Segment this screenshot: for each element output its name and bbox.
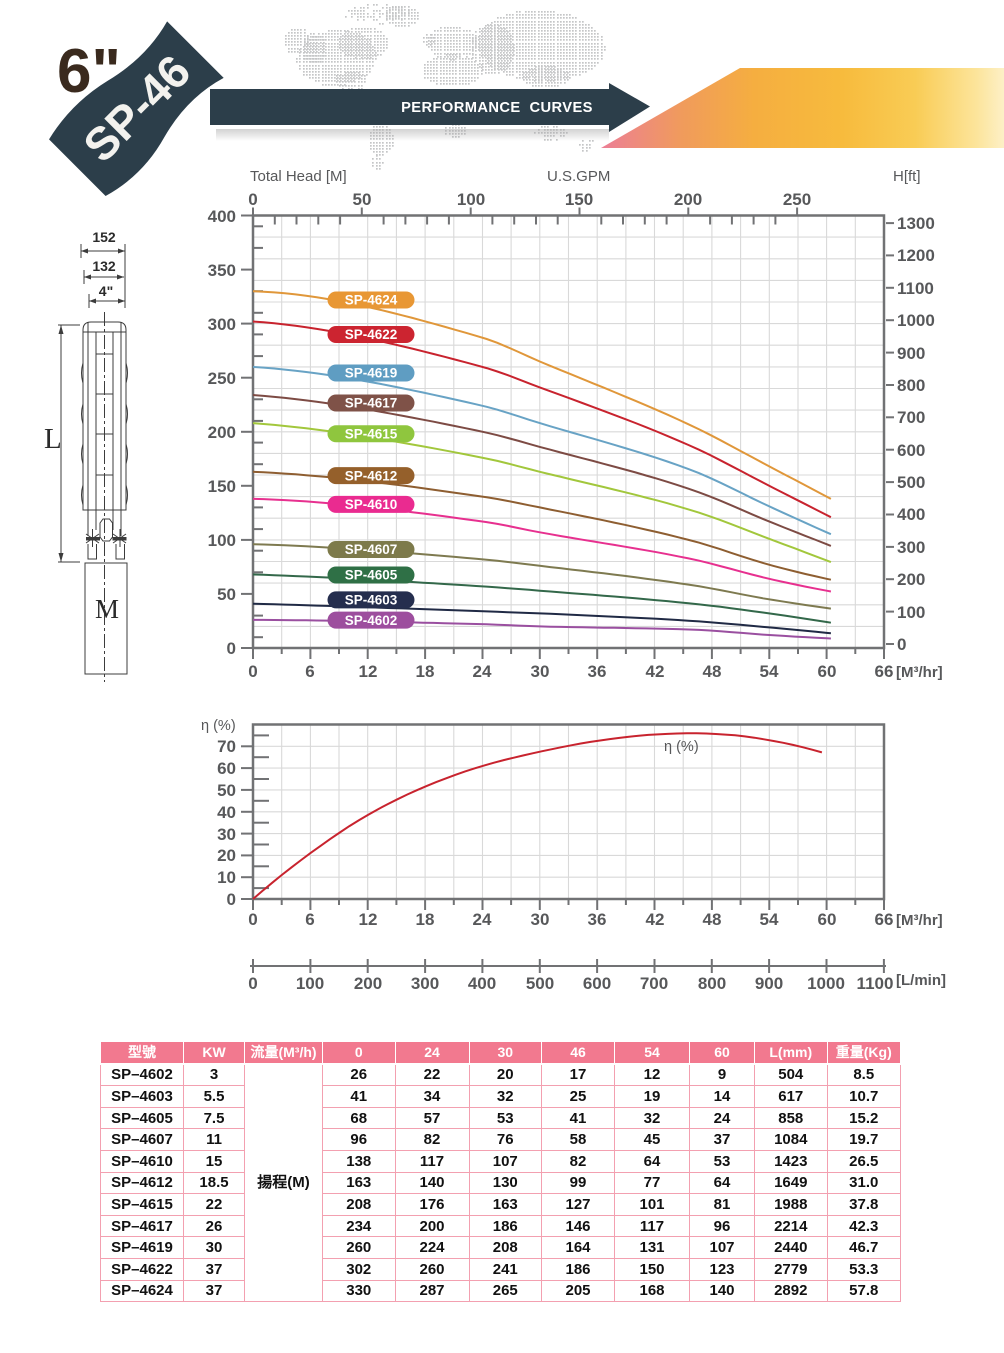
svg-text:54: 54 [760, 910, 779, 929]
svg-text:60: 60 [217, 759, 236, 778]
svg-text:40: 40 [217, 803, 236, 822]
svg-text:60: 60 [818, 662, 837, 681]
svg-text:SP-4617: SP-4617 [345, 396, 398, 411]
svg-text:66: 66 [875, 662, 894, 681]
svg-text:42: 42 [646, 662, 665, 681]
svg-text:1000: 1000 [897, 311, 935, 330]
svg-text:42: 42 [646, 910, 665, 929]
svg-text:300: 300 [411, 974, 439, 993]
svg-text:0: 0 [248, 662, 257, 681]
svg-text:1100: 1100 [897, 279, 934, 298]
svg-text:30: 30 [531, 662, 550, 681]
svg-text:SP-4622: SP-4622 [345, 327, 398, 342]
svg-text:250: 250 [783, 190, 811, 209]
svg-text:700: 700 [897, 408, 925, 427]
svg-text:150: 150 [565, 190, 593, 209]
svg-text:SP-4607: SP-4607 [345, 542, 398, 557]
svg-text:50: 50 [217, 585, 236, 604]
svg-text:50: 50 [217, 781, 236, 800]
svg-text:0: 0 [248, 190, 257, 209]
svg-text:48: 48 [703, 910, 722, 929]
svg-text:500: 500 [897, 473, 925, 492]
svg-text:6: 6 [305, 910, 314, 929]
svg-text:800: 800 [698, 974, 726, 993]
svg-text:SP-4602: SP-4602 [345, 613, 398, 628]
svg-text:[M³/hr]: [M³/hr] [896, 912, 943, 929]
svg-text:36: 36 [588, 662, 607, 681]
svg-text:600: 600 [897, 441, 925, 460]
svg-text:12: 12 [359, 910, 378, 929]
svg-text:132: 132 [92, 258, 116, 274]
svg-text:0: 0 [248, 910, 257, 929]
svg-text:100: 100 [457, 190, 485, 209]
svg-text:6: 6 [305, 662, 314, 681]
svg-text:η (%): η (%) [201, 718, 236, 734]
svg-text:6": 6" [57, 37, 121, 106]
svg-text:10: 10 [217, 868, 236, 887]
svg-text:250: 250 [208, 369, 236, 388]
svg-text:70: 70 [217, 737, 236, 756]
svg-text:η (%): η (%) [664, 739, 699, 755]
svg-text:48: 48 [703, 662, 722, 681]
svg-text:900: 900 [897, 344, 925, 363]
svg-text:200: 200 [208, 423, 236, 442]
svg-text:Total Head [M]: Total Head [M] [250, 168, 347, 185]
svg-text:100: 100 [897, 603, 925, 622]
svg-text:18: 18 [416, 910, 435, 929]
svg-text:30: 30 [531, 910, 550, 929]
svg-text:152: 152 [92, 229, 116, 245]
svg-text:M: M [95, 594, 119, 624]
svg-text:24: 24 [473, 662, 492, 681]
svg-text:24: 24 [473, 910, 492, 929]
svg-text:20: 20 [217, 846, 236, 865]
svg-text:0: 0 [227, 639, 236, 658]
svg-text:500: 500 [526, 974, 554, 993]
svg-text:1200: 1200 [897, 246, 935, 265]
svg-text:0: 0 [897, 635, 906, 654]
svg-text:0: 0 [248, 974, 257, 993]
svg-text:SP-4610: SP-4610 [345, 497, 398, 512]
svg-text:700: 700 [640, 974, 668, 993]
svg-text:400: 400 [208, 207, 236, 226]
svg-text:50: 50 [353, 190, 372, 209]
svg-text:150: 150 [208, 477, 236, 496]
svg-text:54: 54 [760, 662, 779, 681]
svg-text:100: 100 [208, 531, 236, 550]
svg-text:U.S.GPM: U.S.GPM [547, 168, 610, 185]
svg-text:SP-4619: SP-4619 [345, 366, 398, 381]
svg-text:[L/min]: [L/min] [896, 972, 946, 989]
svg-text:4": 4" [99, 283, 113, 299]
svg-text:SP-4603: SP-4603 [345, 593, 398, 608]
svg-text:36: 36 [588, 910, 607, 929]
svg-text:400: 400 [897, 505, 925, 524]
svg-text:200: 200 [354, 974, 382, 993]
svg-text:60: 60 [818, 910, 837, 929]
svg-text:18: 18 [416, 662, 435, 681]
svg-text:100: 100 [296, 974, 324, 993]
svg-text:300: 300 [208, 315, 236, 334]
svg-text:SP-4615: SP-4615 [345, 427, 398, 442]
svg-text:PERFORMANCE CURVES: PERFORMANCE CURVES [401, 100, 593, 116]
svg-text:1300: 1300 [897, 214, 935, 233]
svg-text:900: 900 [755, 974, 783, 993]
svg-text:800: 800 [897, 376, 925, 395]
svg-text:1000: 1000 [807, 974, 845, 993]
svg-text:[M³/hr]: [M³/hr] [896, 664, 943, 681]
svg-text:600: 600 [583, 974, 611, 993]
svg-text:300: 300 [897, 538, 925, 557]
svg-text:SP-4605: SP-4605 [345, 568, 398, 583]
svg-text:SP-4612: SP-4612 [345, 468, 398, 483]
svg-text:12: 12 [359, 662, 378, 681]
svg-text:66: 66 [875, 910, 894, 929]
svg-text:1100: 1100 [857, 974, 894, 993]
svg-text:L: L [44, 423, 62, 455]
svg-text:0: 0 [227, 890, 236, 909]
svg-text:350: 350 [208, 261, 236, 280]
svg-text:H[ft]: H[ft] [893, 168, 921, 185]
svg-text:200: 200 [674, 190, 702, 209]
svg-text:200: 200 [897, 570, 925, 589]
svg-text:400: 400 [468, 974, 496, 993]
svg-text:30: 30 [217, 825, 236, 844]
svg-text:SP-4624: SP-4624 [345, 293, 398, 308]
